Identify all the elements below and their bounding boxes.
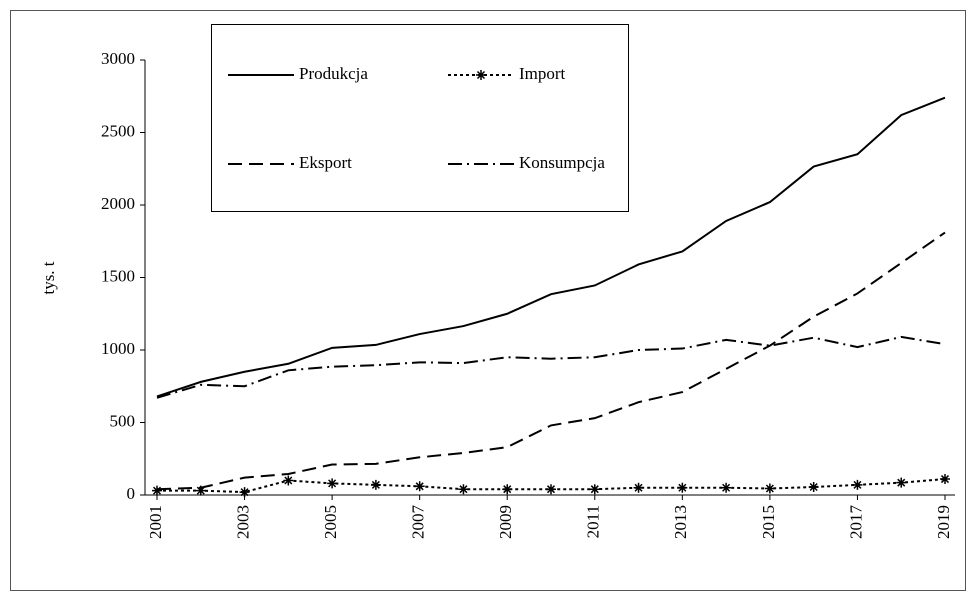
marker (327, 478, 338, 489)
chart-frame (10, 10, 966, 591)
marker (940, 474, 950, 485)
x-tick-label: 2017 (846, 505, 865, 540)
marker (808, 482, 819, 493)
legend-marker (476, 70, 486, 80)
marker (283, 475, 294, 486)
marker (370, 479, 381, 490)
legend-label: Produkcja (299, 64, 368, 83)
legend-label: Import (519, 64, 566, 83)
x-tick-label: 2011 (584, 505, 603, 538)
y-axis-label: tys. t (39, 261, 58, 294)
x-tick-label: 2005 (321, 505, 340, 539)
y-tick-label: 1500 (101, 266, 135, 285)
marker (633, 482, 644, 493)
marker (721, 482, 732, 493)
x-tick-label: 2003 (233, 505, 252, 539)
x-tick-label: 2001 (146, 505, 165, 539)
series-line (156, 231, 946, 491)
marker (152, 485, 162, 496)
y-tick-label: 3000 (101, 49, 135, 68)
x-tick-label: 2007 (409, 505, 428, 540)
marker (458, 484, 469, 495)
marker (414, 481, 425, 492)
x-tick-label: 2015 (759, 505, 778, 539)
y-tick-label: 500 (110, 411, 136, 430)
y-tick-label: 0 (127, 484, 136, 503)
marker (502, 484, 513, 495)
legend-label: Eksport (299, 153, 352, 172)
marker (852, 479, 863, 490)
legend-label: Konsumpcja (519, 153, 605, 172)
x-tick-label: 2009 (496, 505, 515, 539)
marker (677, 482, 688, 493)
marker (195, 485, 206, 496)
y-tick-label: 2000 (101, 194, 135, 213)
marker (764, 483, 775, 494)
marker (239, 487, 250, 498)
x-tick-label: 2013 (671, 505, 690, 539)
y-tick-label: 2500 (101, 121, 135, 140)
marker (546, 484, 556, 495)
x-tick-label: 2019 (934, 505, 953, 539)
y-tick-label: 1000 (101, 339, 135, 358)
marker (896, 477, 907, 488)
marker (589, 484, 600, 495)
legend-box (211, 24, 629, 212)
series-line (156, 96, 946, 398)
series-line (156, 335, 946, 399)
